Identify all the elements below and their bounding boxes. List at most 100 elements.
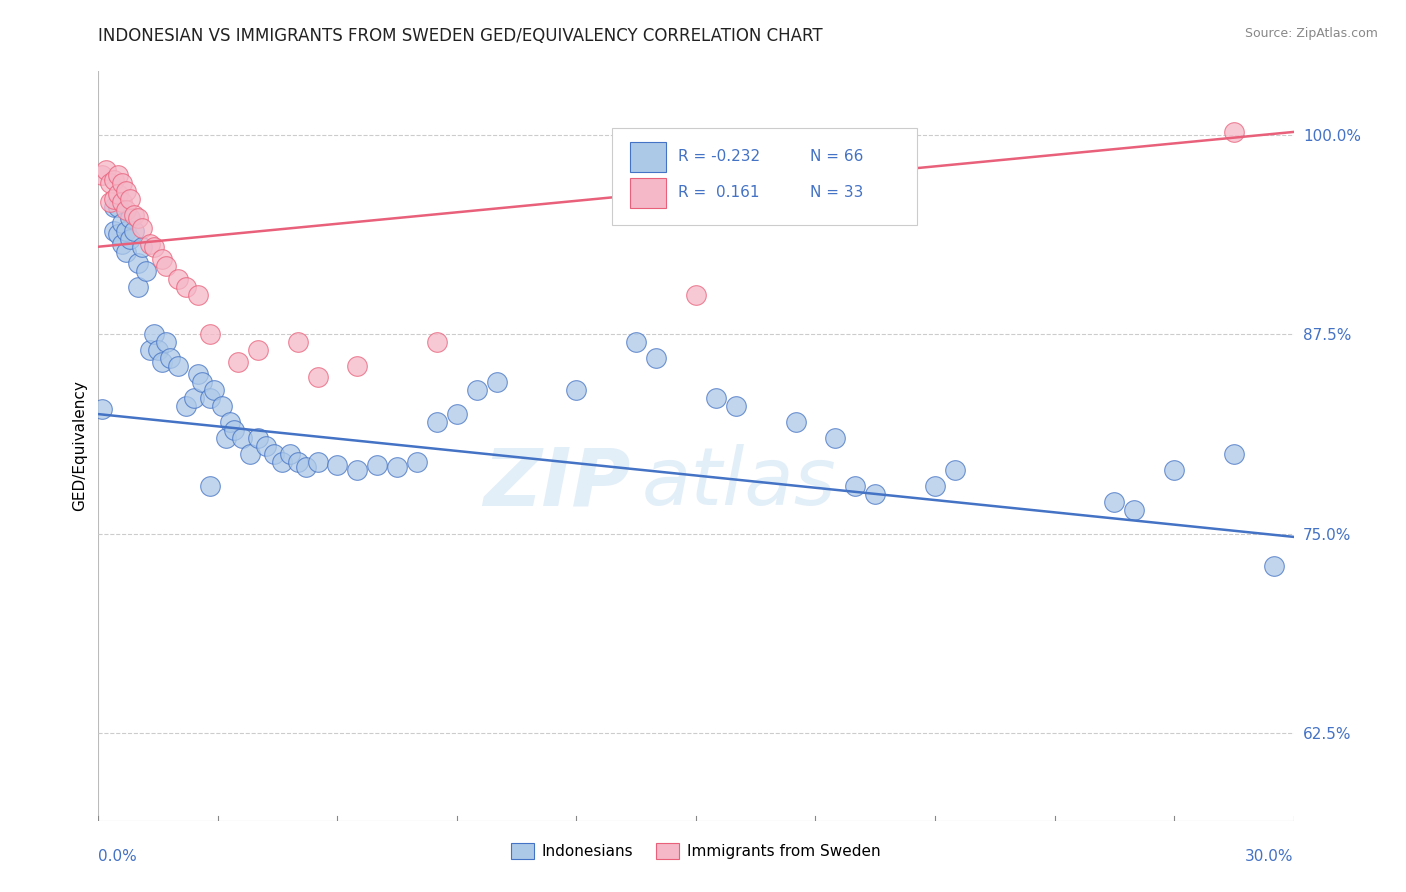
Point [246,343,269,358]
Point [120,232,142,246]
Point [191,376,214,390]
Point [231,431,253,445]
Point [1223,125,1246,139]
Text: N = 33: N = 33 [810,186,863,200]
Point [198,479,221,493]
Point [307,455,329,469]
Y-axis label: GED/Equivalency: GED/Equivalency [72,381,87,511]
Point [107,168,129,182]
Point [124,208,146,222]
Point [135,263,157,277]
Point [943,463,966,477]
Point [167,271,190,285]
Point [198,391,221,405]
Point [103,200,125,214]
Point [107,200,129,214]
Text: R = -0.232: R = -0.232 [678,149,761,164]
Point [115,244,138,259]
Point [785,415,807,429]
Point [446,407,468,421]
Point [148,343,170,358]
Point [254,439,277,453]
Point [326,458,349,472]
Point [924,479,946,493]
FancyBboxPatch shape [613,128,917,225]
Point [127,255,149,269]
Point [187,287,209,301]
Point [167,359,190,374]
Point [103,173,125,187]
Point [155,335,177,350]
Point [131,220,153,235]
Point [127,211,149,225]
Point [406,455,429,469]
Text: INDONESIAN VS IMMIGRANTS FROM SWEDEN GED/EQUIVALENCY CORRELATION CHART: INDONESIAN VS IMMIGRANTS FROM SWEDEN GED… [98,27,823,45]
Text: 30.0%: 30.0% [1246,849,1294,864]
Point [91,168,114,182]
Point [107,227,129,241]
Point [287,335,309,350]
Point [120,211,142,225]
Point [222,423,245,437]
Point [219,415,242,429]
Point [426,335,449,350]
FancyBboxPatch shape [630,178,666,208]
Point [139,236,162,251]
Text: atlas: atlas [643,444,837,523]
Point [1123,502,1146,516]
Point [211,399,233,413]
Text: Source: ZipAtlas.com: Source: ZipAtlas.com [1244,27,1378,40]
Point [183,391,205,405]
Point [270,455,292,469]
Point [131,240,153,254]
Point [287,455,309,469]
Point [215,431,238,445]
Point [174,399,197,413]
Point [107,187,129,202]
Point [645,351,668,366]
Point [120,192,142,206]
Point [155,259,177,273]
Point [426,415,449,429]
Point [96,163,118,178]
Legend: Indonesians, Immigrants from Sweden: Indonesians, Immigrants from Sweden [505,838,887,865]
Point [115,184,138,198]
Point [844,479,866,493]
Point [103,224,125,238]
Point [115,224,138,238]
Point [626,335,648,350]
Point [111,236,134,251]
Point [143,240,166,254]
Point [346,359,368,374]
Point [865,487,887,501]
Point [824,431,846,445]
Point [239,447,262,461]
Point [294,459,316,474]
Point [127,279,149,293]
Point [1263,558,1285,573]
Point [385,459,409,474]
Text: R =  0.161: R = 0.161 [678,186,759,200]
Point [91,402,114,417]
Point [150,252,173,267]
Point [278,447,301,461]
Point [111,195,134,210]
Point [366,458,388,472]
Point [724,192,747,206]
Point [111,176,134,190]
FancyBboxPatch shape [630,142,666,172]
Point [465,383,488,397]
Point [346,463,368,477]
Point [139,343,162,358]
Text: N = 66: N = 66 [810,149,863,164]
Point [202,383,225,397]
Point [103,192,125,206]
Point [198,327,221,342]
Point [246,431,269,445]
Point [187,368,209,382]
Text: ZIP: ZIP [482,444,630,523]
Text: 0.0%: 0.0% [98,849,138,864]
Point [115,202,138,217]
Point [174,279,197,293]
Point [98,176,122,190]
